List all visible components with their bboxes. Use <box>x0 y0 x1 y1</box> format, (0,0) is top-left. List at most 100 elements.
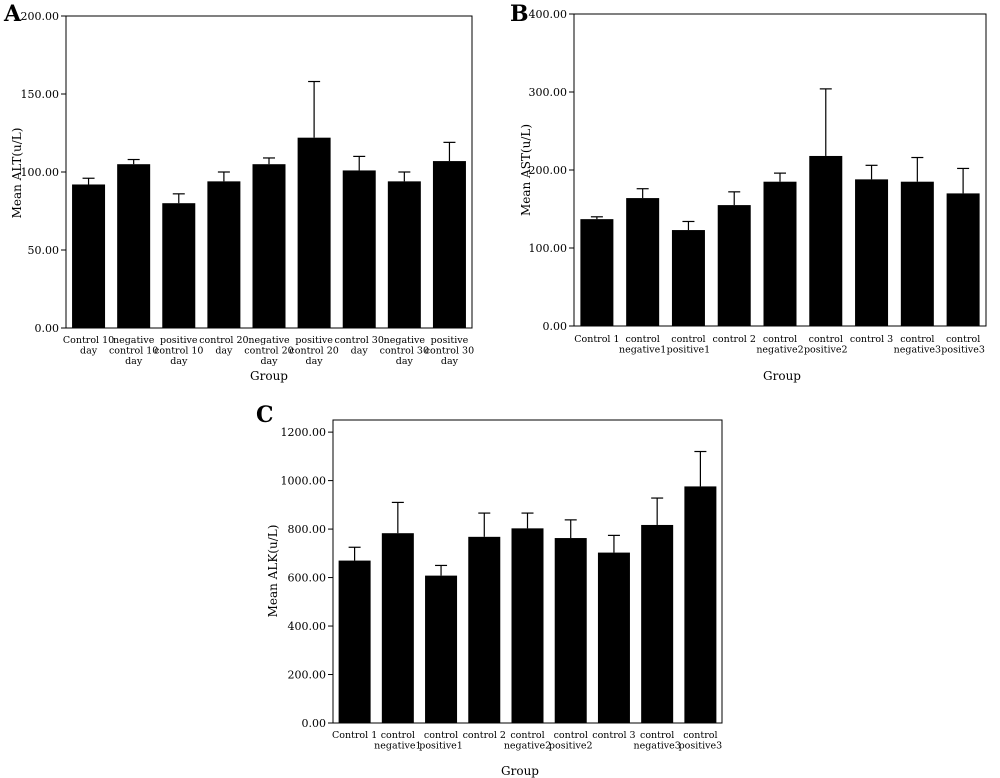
category-label-line: control <box>640 730 674 741</box>
category-label-line: negative3 <box>633 741 680 752</box>
panel-letter: B <box>510 1 529 27</box>
category-label-line: day <box>260 356 278 367</box>
bar <box>554 538 587 723</box>
category-label-line: control 3 <box>592 730 635 741</box>
x-axis-title: Group <box>250 369 288 383</box>
category-label: control positive3 <box>941 334 985 356</box>
category-label: control negative1 <box>374 730 421 752</box>
bar <box>72 184 106 328</box>
category-label-line: control <box>424 730 458 741</box>
category-label: control positive3 <box>679 730 723 752</box>
bar <box>763 181 797 326</box>
category-label: negative control 20 day <box>244 335 293 367</box>
bar <box>946 193 980 326</box>
category-label-line: day <box>80 346 98 357</box>
category-label-line: negative1 <box>374 741 421 752</box>
category-label: control positive1 <box>419 730 463 752</box>
x-axis-title: Group <box>763 369 801 383</box>
category-label-line: day <box>215 346 233 357</box>
category-label: control 3 <box>850 334 893 345</box>
panel-letter: A <box>3 1 22 27</box>
y-axis-title: Mean ALK(u/L) <box>266 525 280 618</box>
category-label-line: Control 1 <box>332 730 377 741</box>
category-label-line: control 30 <box>380 346 429 357</box>
bar <box>626 198 660 326</box>
category-label-line: day <box>351 346 369 357</box>
category-label-line: control 30 <box>425 346 474 357</box>
category-label: control negative3 <box>894 334 941 356</box>
bar <box>117 164 151 328</box>
category-label: control 30 day <box>335 335 384 357</box>
category-label-line: control 20 <box>244 346 293 357</box>
category-label-line: positive3 <box>679 741 723 752</box>
category-label-line: control 10 <box>154 346 203 357</box>
category-label: positive control 20 day <box>289 335 338 367</box>
category-label-line: day <box>170 356 188 367</box>
category-label: Control 1 <box>574 334 619 345</box>
category-label-line: control 10 <box>109 346 158 357</box>
bar <box>684 486 717 723</box>
category-label-line: control 20 <box>289 346 338 357</box>
category-label-line: negative3 <box>894 345 941 356</box>
y-tick-label: 1000.00 <box>281 475 327 488</box>
category-label-line: control 30 <box>335 335 384 346</box>
category-label: control 2 <box>713 334 756 345</box>
y-axis-title: Mean AST(u/L) <box>519 124 533 216</box>
category-label-line: control <box>900 334 934 345</box>
y-tick-label: 150.00 <box>21 88 60 101</box>
category-label-line: day <box>125 356 143 367</box>
category-label: Control 10 day <box>63 335 114 357</box>
category-label: Control 1 <box>332 730 377 741</box>
category-label: control negative2 <box>756 334 803 356</box>
y-tick-label: 600.00 <box>288 572 327 585</box>
y-tick-label: 300.00 <box>529 86 568 99</box>
bar <box>387 181 421 328</box>
category-label-line: negative1 <box>619 345 666 356</box>
category-label: positive control 10 day <box>154 335 203 367</box>
bar <box>162 203 196 328</box>
category-label-line: negative2 <box>504 741 551 752</box>
bar <box>207 181 241 328</box>
y-tick-label: 400.00 <box>288 620 327 633</box>
y-tick-label: 200.00 <box>288 669 327 682</box>
category-label: positive control 30 day <box>425 335 474 367</box>
bar <box>671 230 705 326</box>
category-label-line: negative2 <box>756 345 803 356</box>
bar <box>468 536 501 723</box>
category-label-line: day <box>396 356 414 367</box>
category-label-line: Control 1 <box>574 334 619 345</box>
y-tick-label: 200.00 <box>529 164 568 177</box>
category-label-line: positive1 <box>667 345 711 356</box>
bar <box>342 170 376 328</box>
bar <box>425 575 458 723</box>
category-label-line: day <box>441 356 459 367</box>
category-label-line: positive3 <box>941 345 985 356</box>
category-label-line: control 3 <box>850 334 893 345</box>
bar <box>338 560 371 723</box>
category-label: negative control 30 day <box>380 335 429 367</box>
category-label-line: control <box>381 730 415 741</box>
category-label: control positive1 <box>667 334 711 356</box>
y-axis-title: Mean ALT(u/L) <box>10 128 24 219</box>
category-label: control negative1 <box>619 334 666 356</box>
category-label-line: positive2 <box>549 741 593 752</box>
y-tick-label: 1200.00 <box>281 426 327 439</box>
category-label-line: negative <box>113 335 155 346</box>
bar <box>641 524 674 723</box>
bar <box>580 219 614 326</box>
bar <box>511 528 544 723</box>
category-label: control positive2 <box>549 730 593 752</box>
category-label-line: negative <box>384 335 426 346</box>
category-label: control 3 <box>592 730 635 741</box>
category-label-line: control <box>671 334 705 345</box>
category-label-line: control 2 <box>463 730 506 741</box>
y-tick-label: 0.00 <box>35 322 60 335</box>
x-axis-title: Group <box>501 764 539 778</box>
category-label-line: positive1 <box>419 741 463 752</box>
category-label-line: control <box>554 730 588 741</box>
bar <box>597 552 630 723</box>
category-label-line: control <box>809 334 843 345</box>
